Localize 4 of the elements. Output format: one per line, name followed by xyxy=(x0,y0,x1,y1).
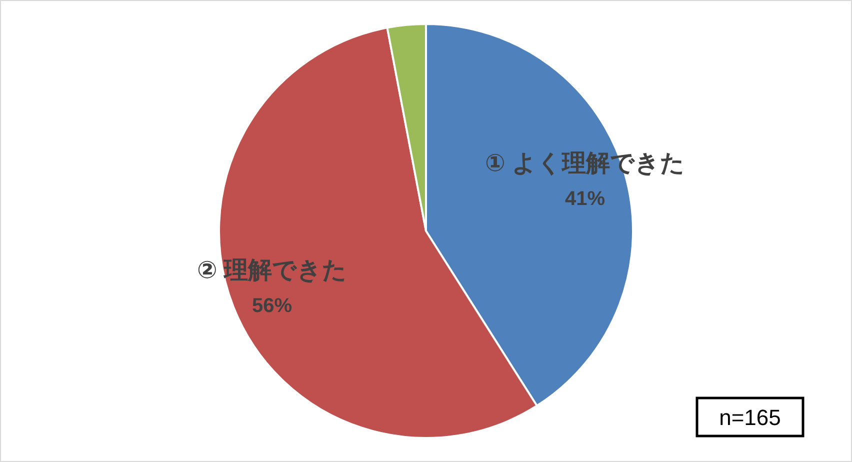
slice-label: ② 理解できた xyxy=(197,256,348,284)
data-label: 56% xyxy=(252,294,292,317)
text: n=165 xyxy=(719,405,781,430)
data-label: 41% xyxy=(565,188,606,210)
